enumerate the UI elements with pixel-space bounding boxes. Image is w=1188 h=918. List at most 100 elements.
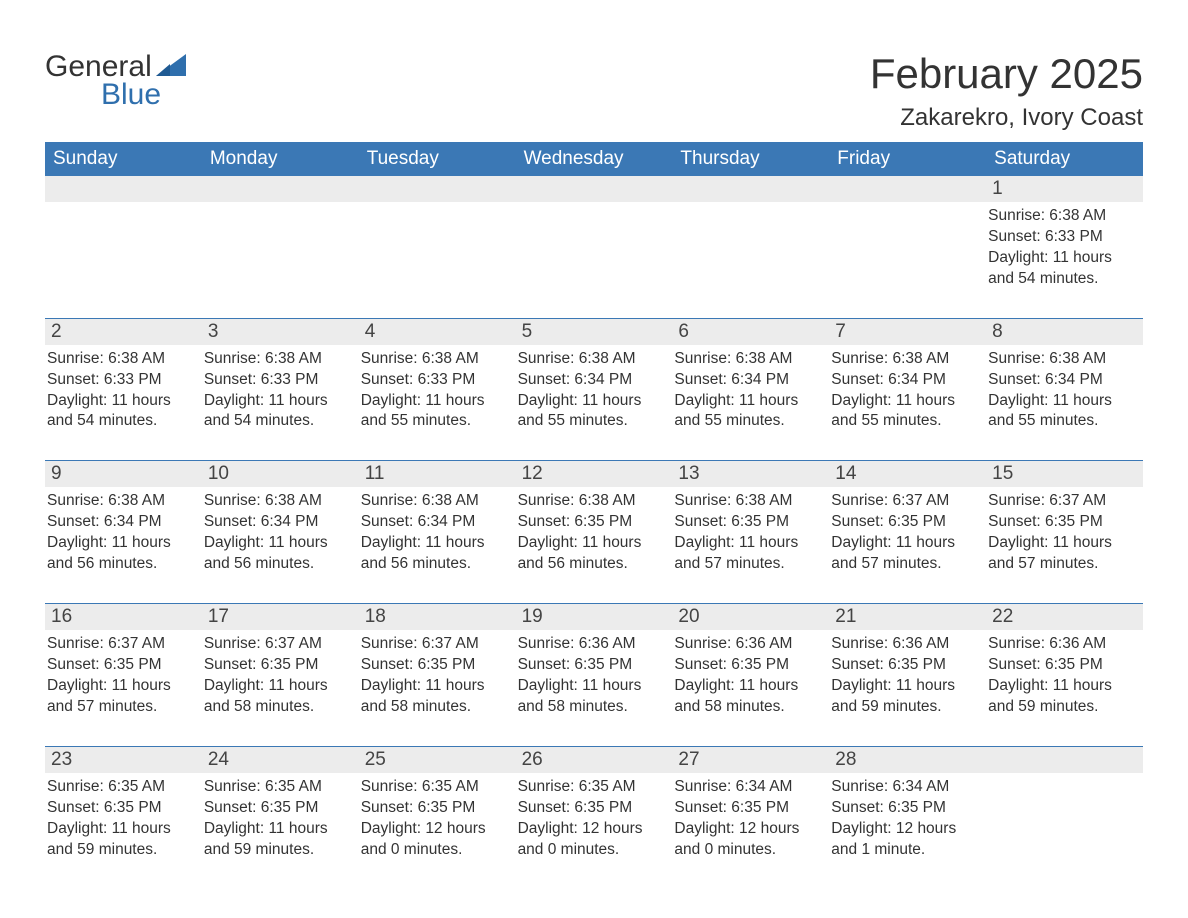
day-info (829, 202, 986, 294)
sunset-text: Sunset: 6:35 PM (518, 798, 667, 819)
daylight-text: Daylight: 11 hours and 59 minutes. (204, 819, 353, 861)
daylight-text: Daylight: 11 hours and 59 minutes. (831, 676, 980, 718)
day-number (516, 176, 673, 202)
sunrise-text: Sunrise: 6:37 AM (204, 634, 353, 655)
sunset-text: Sunset: 6:35 PM (518, 655, 667, 676)
day-info: Sunrise: 6:38 AMSunset: 6:34 PMDaylight:… (672, 345, 829, 437)
sunrise-text: Sunrise: 6:36 AM (831, 634, 980, 655)
day-number: 27 (672, 747, 829, 773)
day-info: Sunrise: 6:35 AMSunset: 6:35 PMDaylight:… (516, 773, 673, 865)
day-number: 16 (45, 604, 202, 630)
day-info: Sunrise: 6:36 AMSunset: 6:35 PMDaylight:… (829, 630, 986, 722)
day-info: Sunrise: 6:37 AMSunset: 6:35 PMDaylight:… (359, 630, 516, 722)
sunset-text: Sunset: 6:33 PM (204, 370, 353, 391)
day-number: 6 (672, 319, 829, 345)
sunset-text: Sunset: 6:35 PM (674, 512, 823, 533)
day-info: Sunrise: 6:38 AMSunset: 6:33 PMDaylight:… (202, 345, 359, 437)
weekday-header: Wednesday (516, 142, 673, 176)
daylight-text: Daylight: 11 hours and 58 minutes. (361, 676, 510, 718)
day-number: 14 (829, 461, 986, 487)
sunrise-text: Sunrise: 6:37 AM (988, 491, 1137, 512)
sunset-text: Sunset: 6:35 PM (47, 655, 196, 676)
daylight-text: Daylight: 11 hours and 57 minutes. (47, 676, 196, 718)
sunset-text: Sunset: 6:35 PM (204, 798, 353, 819)
day-info: Sunrise: 6:34 AMSunset: 6:35 PMDaylight:… (672, 773, 829, 865)
info-row: Sunrise: 6:38 AMSunset: 6:33 PMDaylight:… (45, 202, 1143, 294)
day-info (986, 773, 1143, 865)
sunrise-text: Sunrise: 6:35 AM (361, 777, 510, 798)
day-info (516, 202, 673, 294)
sunrise-text: Sunrise: 6:38 AM (47, 491, 196, 512)
daylight-text: Daylight: 11 hours and 54 minutes. (988, 248, 1137, 290)
day-info: Sunrise: 6:38 AMSunset: 6:34 PMDaylight:… (516, 345, 673, 437)
day-number: 22 (986, 604, 1143, 630)
day-info: Sunrise: 6:38 AMSunset: 6:33 PMDaylight:… (986, 202, 1143, 294)
info-row: Sunrise: 6:38 AMSunset: 6:33 PMDaylight:… (45, 345, 1143, 437)
sunrise-text: Sunrise: 6:35 AM (518, 777, 667, 798)
sunset-text: Sunset: 6:35 PM (674, 655, 823, 676)
day-number: 19 (516, 604, 673, 630)
logo: General Blue (45, 50, 186, 112)
day-number: 12 (516, 461, 673, 487)
sunrise-text: Sunrise: 6:38 AM (988, 206, 1137, 227)
week-row: 9101112131415Sunrise: 6:38 AMSunset: 6:3… (45, 460, 1143, 579)
daynum-row: 1 (45, 176, 1143, 202)
sunset-text: Sunset: 6:35 PM (47, 798, 196, 819)
day-info: Sunrise: 6:37 AMSunset: 6:35 PMDaylight:… (829, 487, 986, 579)
day-info: Sunrise: 6:35 AMSunset: 6:35 PMDaylight:… (359, 773, 516, 865)
calendar: Sunday Monday Tuesday Wednesday Thursday… (45, 142, 1143, 864)
sunset-text: Sunset: 6:35 PM (518, 512, 667, 533)
daylight-text: Daylight: 11 hours and 58 minutes. (204, 676, 353, 718)
daylight-text: Daylight: 11 hours and 55 minutes. (988, 391, 1137, 433)
daylight-text: Daylight: 11 hours and 58 minutes. (518, 676, 667, 718)
month-title: February 2025 (870, 50, 1143, 98)
day-info (359, 202, 516, 294)
sunrise-text: Sunrise: 6:38 AM (361, 491, 510, 512)
day-number: 21 (829, 604, 986, 630)
sunset-text: Sunset: 6:35 PM (674, 798, 823, 819)
weekday-header: Monday (202, 142, 359, 176)
weekday-header: Sunday (45, 142, 202, 176)
sunrise-text: Sunrise: 6:38 AM (831, 349, 980, 370)
sunset-text: Sunset: 6:35 PM (988, 512, 1137, 533)
day-number: 26 (516, 747, 673, 773)
day-number: 2 (45, 319, 202, 345)
day-info: Sunrise: 6:35 AMSunset: 6:35 PMDaylight:… (45, 773, 202, 865)
day-info: Sunrise: 6:38 AMSunset: 6:33 PMDaylight:… (45, 345, 202, 437)
sunset-text: Sunset: 6:35 PM (988, 655, 1137, 676)
daylight-text: Daylight: 11 hours and 56 minutes. (204, 533, 353, 575)
sunrise-text: Sunrise: 6:38 AM (204, 349, 353, 370)
day-info: Sunrise: 6:38 AMSunset: 6:34 PMDaylight:… (202, 487, 359, 579)
day-info: Sunrise: 6:38 AMSunset: 6:34 PMDaylight:… (986, 345, 1143, 437)
day-info: Sunrise: 6:38 AMSunset: 6:35 PMDaylight:… (672, 487, 829, 579)
info-row: Sunrise: 6:38 AMSunset: 6:34 PMDaylight:… (45, 487, 1143, 579)
header: General Blue February 2025 Zakarekro, Iv… (45, 50, 1143, 132)
day-number: 17 (202, 604, 359, 630)
day-number (672, 176, 829, 202)
day-info: Sunrise: 6:38 AMSunset: 6:33 PMDaylight:… (359, 345, 516, 437)
day-info: Sunrise: 6:38 AMSunset: 6:34 PMDaylight:… (829, 345, 986, 437)
day-number: 15 (986, 461, 1143, 487)
sunrise-text: Sunrise: 6:38 AM (204, 491, 353, 512)
info-row: Sunrise: 6:37 AMSunset: 6:35 PMDaylight:… (45, 630, 1143, 722)
sunrise-text: Sunrise: 6:35 AM (204, 777, 353, 798)
day-info: Sunrise: 6:38 AMSunset: 6:35 PMDaylight:… (516, 487, 673, 579)
day-info: Sunrise: 6:34 AMSunset: 6:35 PMDaylight:… (829, 773, 986, 865)
day-number: 28 (829, 747, 986, 773)
week-row: 16171819202122Sunrise: 6:37 AMSunset: 6:… (45, 603, 1143, 722)
weekday-header: Tuesday (359, 142, 516, 176)
info-row: Sunrise: 6:35 AMSunset: 6:35 PMDaylight:… (45, 773, 1143, 865)
sunrise-text: Sunrise: 6:38 AM (361, 349, 510, 370)
weekday-header-row: Sunday Monday Tuesday Wednesday Thursday… (45, 142, 1143, 176)
day-info: Sunrise: 6:37 AMSunset: 6:35 PMDaylight:… (202, 630, 359, 722)
daynum-row: 16171819202122 (45, 604, 1143, 630)
day-number (202, 176, 359, 202)
weekday-header: Thursday (672, 142, 829, 176)
sunrise-text: Sunrise: 6:34 AM (831, 777, 980, 798)
daylight-text: Daylight: 12 hours and 0 minutes. (674, 819, 823, 861)
day-info (202, 202, 359, 294)
sunset-text: Sunset: 6:35 PM (361, 798, 510, 819)
sunrise-text: Sunrise: 6:38 AM (47, 349, 196, 370)
sunset-text: Sunset: 6:35 PM (831, 798, 980, 819)
weekday-header: Friday (829, 142, 986, 176)
